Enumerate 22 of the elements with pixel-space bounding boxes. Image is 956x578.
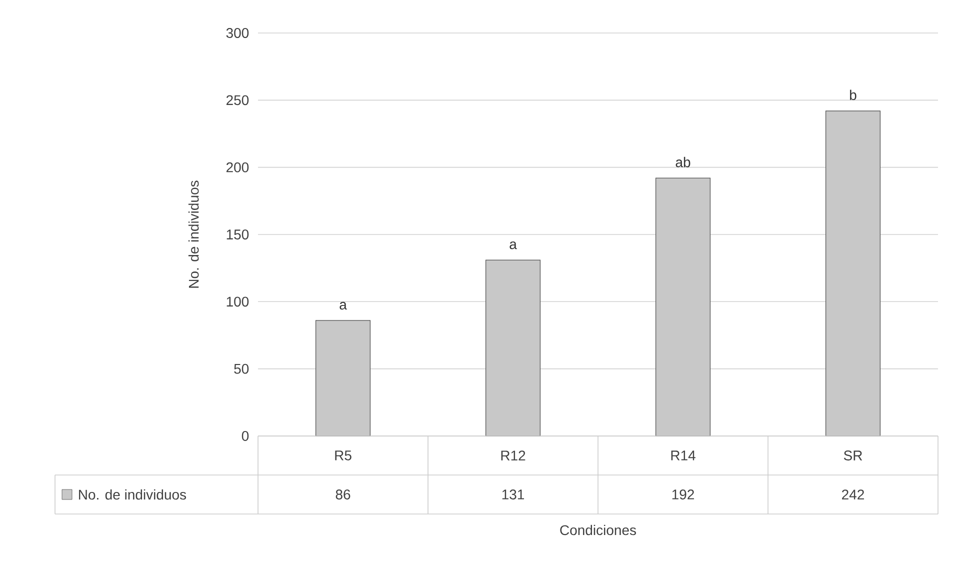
annotation: ab — [676, 156, 690, 168]
annotation: b — [850, 90, 856, 100]
annotation: a — [510, 241, 517, 250]
y-tick-label: 300 — [226, 28, 249, 38]
y-tick-label: 50 — [234, 364, 249, 374]
x-axis-title: Condiciones — [560, 524, 636, 536]
data-label: 242 — [842, 490, 864, 500]
data-label: 192 — [672, 490, 694, 500]
x-tick-label: SR — [844, 450, 862, 460]
y-axis-title: No. de individuos — [188, 180, 199, 288]
data-label: 131 — [502, 490, 524, 500]
annotation: a — [340, 302, 347, 310]
x-tick-label: R12 — [501, 450, 526, 460]
y-tick-label: 100 — [226, 296, 249, 307]
y-tick-label: 0 — [242, 431, 249, 441]
y-tick-label: 200 — [226, 162, 249, 172]
x-tick-label: R14 — [671, 450, 696, 460]
legend-label: No. de individuos — [79, 489, 186, 500]
data-label: 86 — [336, 490, 350, 500]
x-tick-label: R5 — [335, 450, 352, 460]
y-tick-label: 150 — [226, 230, 249, 240]
y-tick-label: 250 — [226, 95, 249, 106]
